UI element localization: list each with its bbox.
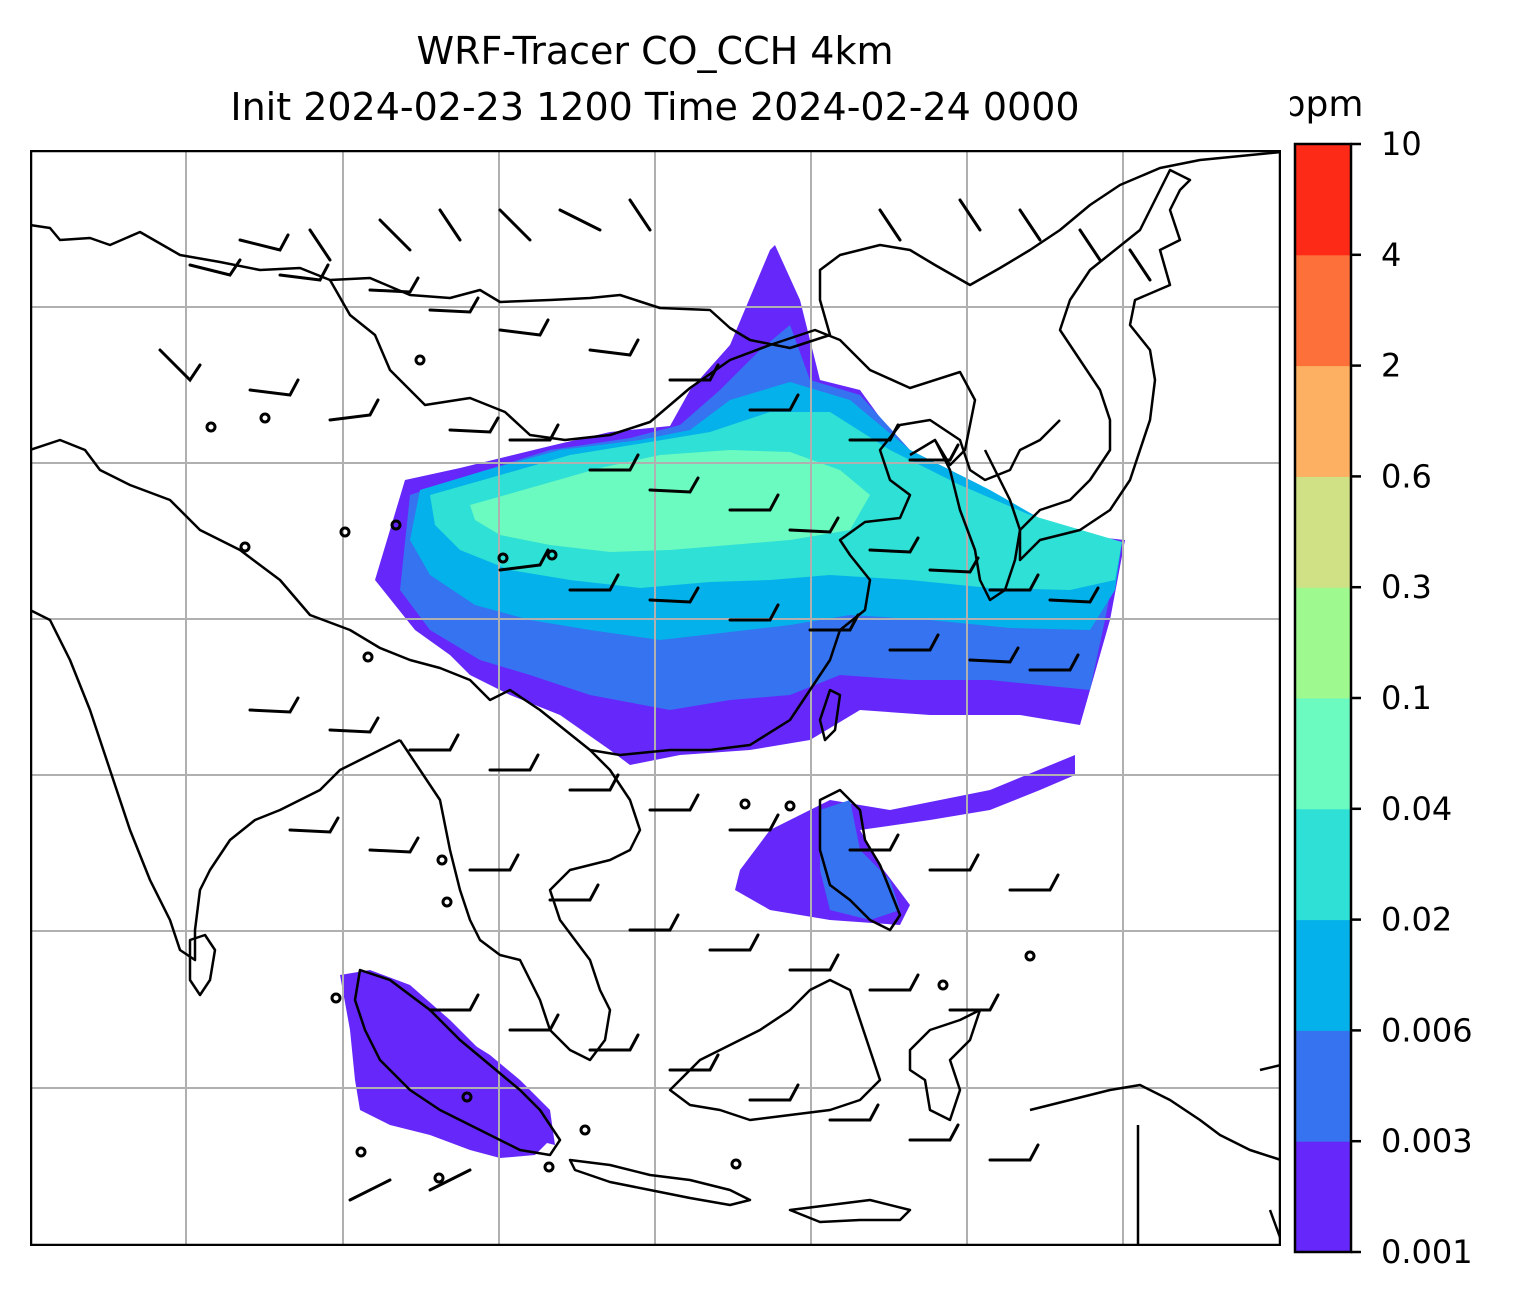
calm-circle bbox=[436, 854, 448, 866]
calm-circle bbox=[239, 541, 251, 553]
calm-circle bbox=[1024, 950, 1036, 962]
colorbar-tick-label: 10 bbox=[1381, 125, 1422, 163]
calm-circle bbox=[441, 896, 453, 908]
colorbar: ppm 0.001 0.003 0.006 0.02 0.04 0.1 0.3 0.6 2 4 10 bbox=[1290, 84, 1473, 1271]
chart-title-line2: Init 2024-02-23 1200 Time 2024-02-24 000… bbox=[230, 85, 1080, 129]
wind-barbs bbox=[158, 198, 1152, 1202]
coastlines bbox=[30, 150, 1281, 1246]
coast-borneo bbox=[668, 978, 882, 1122]
colorbar-tick-label: 0.3 bbox=[1381, 568, 1432, 606]
colorbar-tick-label: 0.1 bbox=[1381, 679, 1432, 717]
coast-java bbox=[568, 1158, 752, 1207]
calm-circle bbox=[433, 1172, 445, 1184]
coast-sumatra bbox=[353, 968, 562, 1157]
calm-circle bbox=[543, 1161, 555, 1173]
border-mongolia-china bbox=[328, 279, 977, 467]
colorbar-segments bbox=[1295, 144, 1351, 1253]
coast-sulawesi bbox=[908, 1008, 982, 1122]
border-china-southwest bbox=[30, 438, 671, 757]
calm-circle bbox=[937, 979, 949, 991]
plume-main-layer5 bbox=[470, 450, 870, 552]
calm-circle bbox=[461, 1091, 473, 1103]
chart-title-line1: WRF-Tracer CO_CCH 4km bbox=[416, 29, 894, 73]
colorbar-tick-label: 0.6 bbox=[1381, 457, 1432, 495]
calm-circle bbox=[739, 798, 751, 810]
colorbar-unit-label: ppm bbox=[1290, 84, 1363, 125]
colorbar-segment bbox=[1295, 698, 1351, 810]
map-gridlines bbox=[30, 150, 1281, 1246]
coast-japan bbox=[1018, 168, 1192, 562]
coast-new-guinea bbox=[1029, 1083, 1281, 1162]
calm-circle bbox=[414, 354, 426, 366]
colorbar-tick-label: 0.04 bbox=[1381, 790, 1452, 828]
colorbar-tick-label: 2 bbox=[1381, 347, 1401, 385]
map-panel bbox=[30, 150, 1281, 1246]
calm-circle bbox=[259, 412, 271, 424]
coast-east-edge bbox=[1259, 1063, 1281, 1241]
tracer-plume-layer bbox=[340, 245, 1125, 1158]
calm-circle bbox=[730, 1158, 742, 1170]
coast-central-asia-north bbox=[30, 150, 1281, 350]
calm-circle bbox=[330, 992, 342, 1004]
plume-philippines-core bbox=[820, 800, 900, 920]
calm-circle bbox=[546, 549, 558, 561]
coast-sri-lanka bbox=[188, 933, 217, 997]
plume-sumatra bbox=[340, 970, 550, 1158]
calm-circle bbox=[579, 1124, 591, 1136]
colorbar-tick-label: 0.001 bbox=[1381, 1233, 1473, 1271]
calm-circle bbox=[362, 651, 374, 663]
colorbar-tick-label: 0.003 bbox=[1381, 1122, 1473, 1160]
colorbar-border bbox=[1293, 142, 1353, 1254]
colorbar-segment bbox=[1295, 254, 1351, 367]
colorbar-tick-label: 0.006 bbox=[1381, 1011, 1473, 1049]
coast-philippines bbox=[818, 788, 902, 932]
colorbar-segment bbox=[1295, 587, 1351, 699]
calm-circle bbox=[497, 552, 509, 564]
colorbar-segment bbox=[1295, 1141, 1351, 1253]
colorbar-ticks: 0.001 0.003 0.006 0.02 0.04 0.1 0.3 0.6 2 4 10 bbox=[1351, 125, 1473, 1271]
colorbar-segment bbox=[1295, 1030, 1351, 1142]
colorbar-segment bbox=[1295, 808, 1351, 921]
calm-circle bbox=[339, 526, 351, 538]
coast-taiwan bbox=[818, 688, 842, 742]
coast-timor bbox=[788, 1198, 912, 1224]
colorbar-tick-label: 0.02 bbox=[1381, 901, 1452, 939]
coast-india bbox=[30, 608, 401, 962]
colorbar-segment bbox=[1295, 919, 1351, 1031]
coast-korea bbox=[933, 439, 1022, 602]
coast-china-east bbox=[670, 418, 1061, 752]
plume-south-china-sea bbox=[735, 755, 1075, 925]
colorbar-segment bbox=[1295, 476, 1351, 588]
calm-circles bbox=[205, 354, 1036, 1184]
calm-circle bbox=[355, 1146, 367, 1158]
calm-circle bbox=[390, 519, 402, 531]
colorbar-segment bbox=[1295, 365, 1351, 477]
calm-circle bbox=[784, 800, 796, 812]
map-frame-border bbox=[30, 150, 1281, 1246]
colorbar-tick-label: 4 bbox=[1381, 236, 1401, 274]
calm-circle bbox=[205, 421, 217, 433]
colorbar-segment bbox=[1295, 144, 1351, 256]
